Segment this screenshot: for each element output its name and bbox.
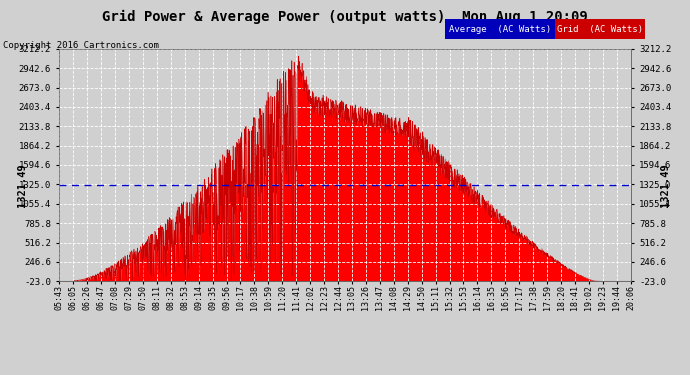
Text: 1321.49: 1321.49 [660,163,670,207]
Text: Grid Power & Average Power (output watts)  Mon Aug 1 20:09: Grid Power & Average Power (output watts… [102,9,588,24]
Text: Grid  (AC Watts): Grid (AC Watts) [558,25,643,34]
Text: Copyright 2016 Cartronics.com: Copyright 2016 Cartronics.com [3,41,159,50]
Text: 1321.49: 1321.49 [17,163,27,207]
Text: Average  (AC Watts): Average (AC Watts) [449,25,551,34]
